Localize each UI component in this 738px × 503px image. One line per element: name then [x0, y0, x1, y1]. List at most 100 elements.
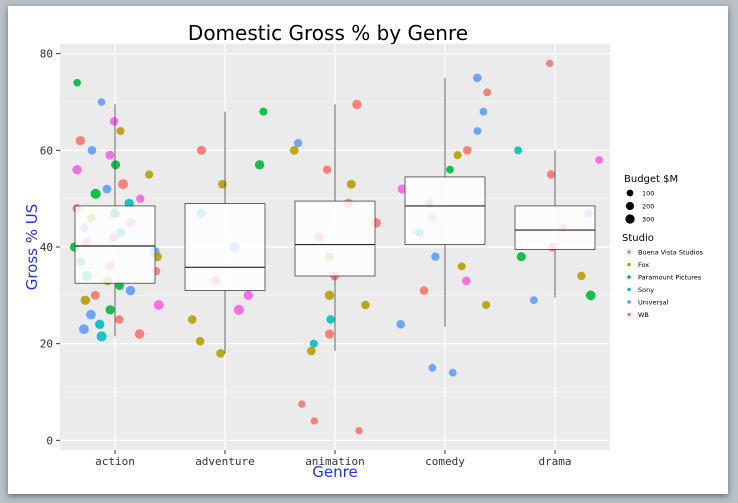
data-point [310, 417, 319, 425]
legend-studio-marker [627, 250, 631, 254]
data-point [361, 300, 370, 310]
data-point [457, 262, 466, 271]
legend-size-title: Budget $M [624, 174, 678, 185]
x-tick-label: comedy [425, 455, 465, 468]
data-point [289, 146, 299, 155]
data-point [397, 184, 407, 194]
data-point [218, 179, 227, 189]
chart: Domestic Gross % by Genre Genre Gross % … [23, 21, 704, 481]
data-point [529, 296, 538, 305]
data-point [324, 290, 335, 301]
legend-studio-label: Buena Vista Studios [638, 249, 704, 257]
data-point [105, 305, 115, 315]
data-point [125, 285, 136, 296]
data-point [352, 99, 362, 110]
y-tick-label: 20 [40, 338, 53, 351]
legend-size-label: 100 [642, 190, 654, 198]
data-point [195, 337, 205, 346]
data-point [324, 329, 335, 339]
data-point [309, 339, 318, 348]
data-point [196, 145, 207, 155]
data-point [254, 160, 265, 170]
x-tick-label: animation [305, 455, 365, 468]
legend-studio-label: Universal [638, 299, 669, 307]
x-axis: action adventure animation comedy drama [95, 450, 572, 468]
data-point [462, 146, 472, 155]
data-point [233, 304, 244, 315]
y-tick-label: 60 [40, 144, 53, 157]
box [294, 200, 376, 277]
box-plots [74, 77, 596, 354]
data-point [307, 346, 316, 356]
data-point [419, 286, 429, 295]
data-point [577, 271, 586, 281]
data-point [585, 290, 596, 301]
data-point [73, 78, 81, 87]
box [184, 203, 266, 291]
data-point [446, 165, 454, 174]
data-point [90, 290, 100, 300]
data-point [259, 107, 268, 116]
x-tick-label: action [95, 455, 135, 468]
data-point [431, 252, 440, 261]
y-tick-label: 80 [40, 48, 53, 61]
data-point [472, 73, 482, 83]
data-point [453, 151, 462, 160]
data-point [479, 107, 488, 116]
data-point [96, 331, 107, 342]
data-point [462, 276, 471, 286]
data-point [322, 165, 332, 174]
data-point [116, 126, 125, 136]
data-point [102, 184, 112, 194]
legend-studio-items: Buena Vista Studios Fox Paramount Pictures… [627, 249, 704, 319]
data-point [595, 156, 604, 164]
legend-studio-label: WB [638, 311, 649, 319]
data-point [483, 88, 492, 97]
x-tick-label: drama [538, 455, 571, 468]
data-point [355, 426, 363, 435]
slide-frame: Domestic Gross % by Genre Genre Gross % … [8, 6, 728, 494]
legend-size-marker [626, 189, 634, 197]
legend-studio-marker [627, 275, 631, 279]
data-point [95, 319, 105, 330]
data-point [346, 179, 356, 189]
data-point [86, 309, 96, 320]
box [514, 205, 596, 250]
data-point [428, 363, 437, 372]
x-axis-title: Genre [312, 463, 357, 481]
data-point [72, 164, 82, 175]
data-point [80, 295, 91, 305]
legend-studio-marker [627, 287, 631, 292]
legend-size-label: 200 [642, 203, 654, 211]
data-point [111, 160, 121, 170]
box [404, 176, 486, 245]
legend: Budget $M 100 200 300 Studio Buena Vista S… [622, 174, 704, 319]
x-tick-label: adventure [195, 455, 255, 468]
data-point [516, 252, 526, 262]
data-point [75, 135, 86, 146]
y-tick-label: 0 [46, 434, 53, 447]
data-point [118, 179, 128, 190]
data-point [473, 127, 482, 135]
legend-size-marker [625, 201, 635, 211]
legend-studio-marker [627, 300, 631, 304]
box [74, 205, 156, 284]
data-point [105, 150, 115, 160]
data-point [153, 300, 164, 310]
data-point [546, 59, 554, 68]
legend-size-items: 100 200 300 [625, 190, 654, 224]
data-point [90, 188, 101, 199]
legend-studio-label: Fox [638, 261, 649, 269]
y-axis-title: Gross % US [23, 204, 41, 291]
data-point [243, 290, 254, 301]
data-point [87, 146, 97, 155]
data-point [482, 300, 491, 310]
data-point [134, 329, 145, 339]
data-point [546, 170, 556, 179]
legend-studio-marker [627, 262, 631, 267]
data-point [97, 98, 106, 106]
y-tick-label: 40 [40, 241, 53, 254]
data-point [216, 349, 225, 358]
legend-size-marker [625, 214, 635, 224]
data-point [396, 320, 405, 329]
